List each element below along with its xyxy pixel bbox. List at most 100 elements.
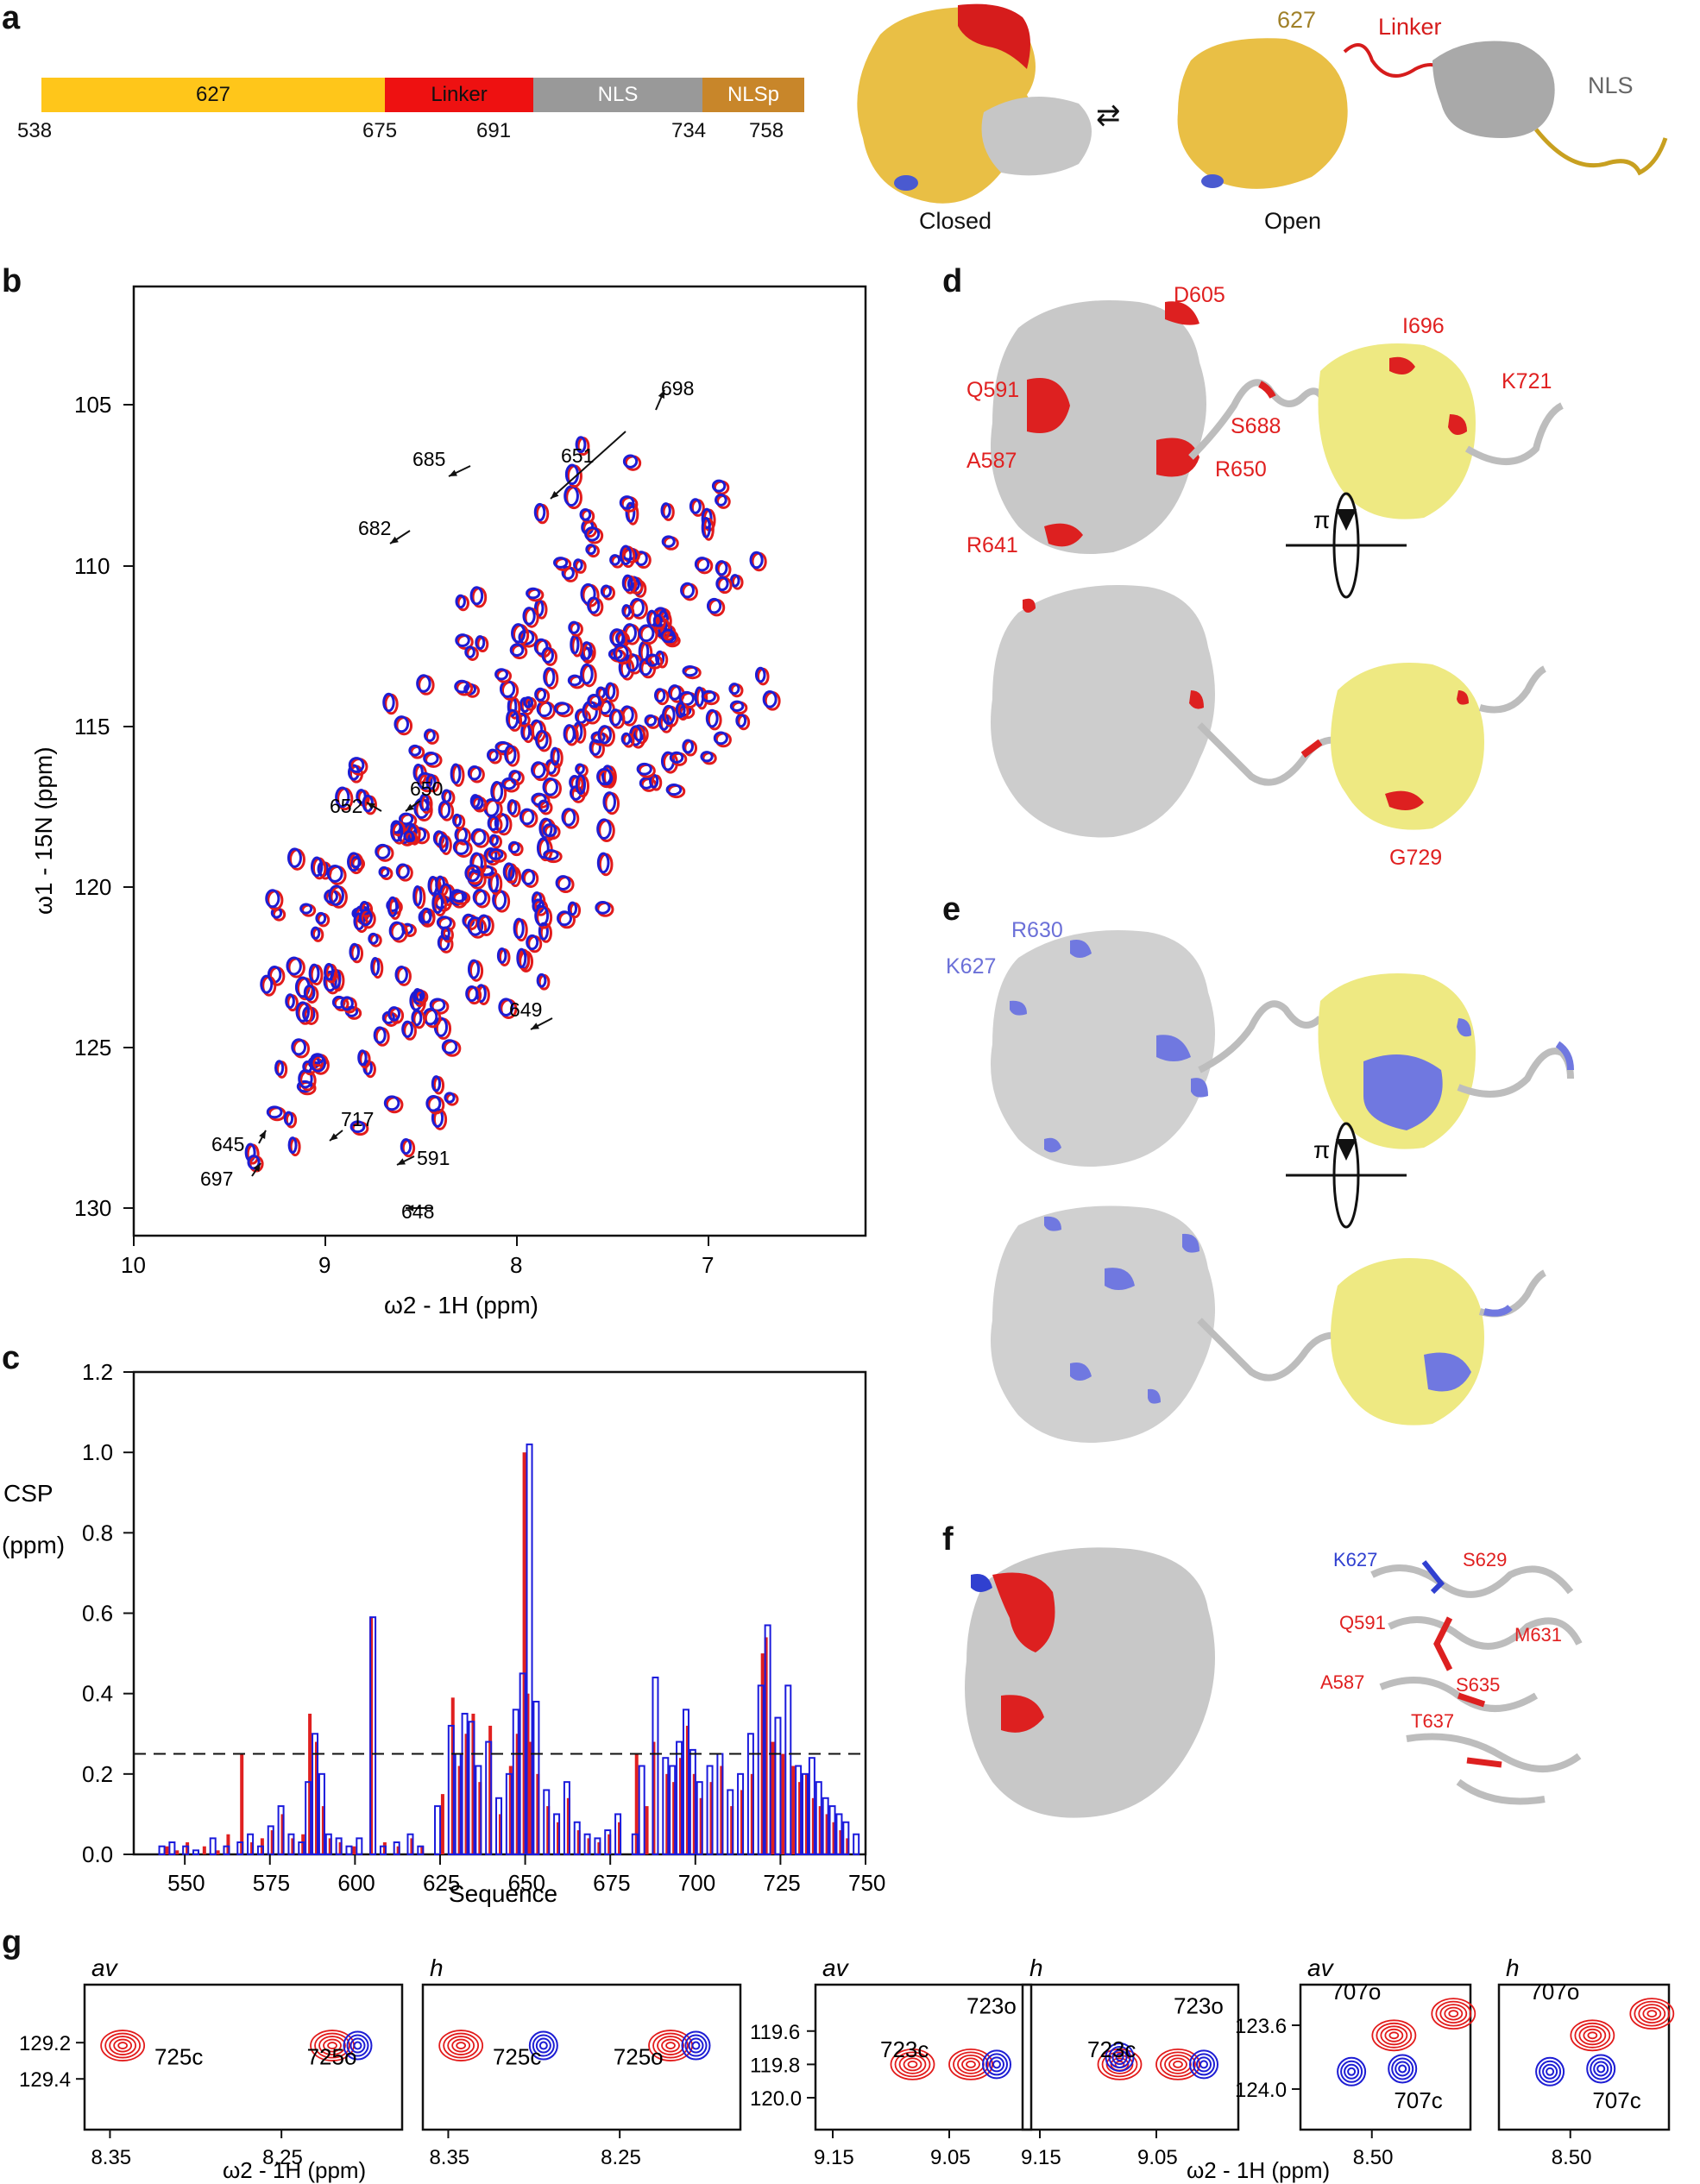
peak-blue [454, 679, 470, 694]
peak-blue [575, 774, 587, 796]
csp-bar-red-711 [730, 1806, 734, 1854]
csp-bar-red-551 [186, 1842, 190, 1854]
shift-arrow-head [531, 1023, 539, 1029]
peak-blue [423, 728, 436, 742]
g-contour-red [961, 2057, 980, 2072]
csp-x-tick-label: 725 [763, 1870, 800, 1896]
boundary-734: 734 [671, 119, 707, 142]
spectrum-xlabel: ω2 - 1H (ppm) [384, 1292, 538, 1319]
csp-bar-red-646 [508, 1765, 513, 1854]
peak-blue [596, 767, 613, 786]
y-tick-110: 110 [74, 553, 110, 579]
peak-blue [608, 708, 622, 727]
csp-bar-red-635 [471, 1713, 475, 1854]
peak-blue [619, 495, 635, 510]
csp-bar-red-570 [250, 1842, 255, 1854]
g-contour-red [1634, 2000, 1671, 2027]
x-ticks: 10 9 8 7 [121, 1236, 714, 1278]
f-label-S629: S629 [1463, 1549, 1507, 1570]
csp-bar-red-745 [846, 1838, 850, 1854]
peak-blue [444, 1092, 456, 1104]
peak-blue [349, 1120, 366, 1134]
d-top-nls-surface [1318, 343, 1476, 519]
csp-bar-red-567 [240, 1753, 244, 1854]
y-ticks: 105 110 115 120 125 130 [74, 392, 134, 1221]
peak-blue [567, 901, 578, 916]
g-x-tick-label: 8.35 [91, 2146, 131, 2169]
g-contour-red [1101, 2051, 1138, 2078]
peak-blue [324, 962, 335, 981]
g-subpanels: av 725c 725o 8.35 8.25 129.2 129.4 h 725c 725o 8.3… [19, 1954, 1675, 2169]
f-residue-labels: K627 S629 Q591 M631 A587 S635 T637 [1320, 1549, 1562, 1732]
g-contour-red [100, 2030, 146, 2061]
g-contour-blue [1337, 2056, 1367, 2086]
peak-blue [568, 620, 580, 634]
peak-blue [597, 725, 612, 745]
peak-blue [728, 683, 740, 695]
panel-label-b: b [2, 263, 22, 299]
peak-blue [390, 821, 404, 842]
peak-blue [310, 1054, 326, 1073]
ann-651: 651 [561, 444, 594, 467]
g-peak-label-3-0: 723c [1087, 2036, 1136, 2062]
peak-blue [520, 722, 532, 741]
peak-blue [605, 682, 616, 700]
csp-bar-blue-727 [784, 1684, 792, 1855]
g-contour-blue [1586, 2054, 1616, 2084]
csp-bar-blue-586 [305, 1781, 312, 1855]
structure-f: K627 S629 Q591 M631 A587 S635 T637 [965, 1547, 1583, 1818]
peak-blue [265, 889, 280, 909]
e-label-K627: K627 [946, 954, 996, 979]
csp-bar-blue-590 [318, 1772, 325, 1856]
g-contour-red [1574, 2022, 1611, 2049]
csp-bar-blue-688 [652, 1677, 659, 1855]
ann-650: 650 [410, 777, 443, 800]
g-contour-blue [688, 2037, 704, 2054]
peak-blue [561, 808, 576, 827]
d-top-627-surface [991, 300, 1206, 554]
g-peak-label-4-0: 707o [1331, 1979, 1381, 2005]
peak-blue [521, 868, 536, 886]
csp-bar-red-739 [825, 1814, 829, 1854]
peak-blue [613, 644, 629, 663]
peak-blue [291, 1038, 306, 1056]
csp-bar-blue-584 [298, 1841, 305, 1856]
peak-blue [287, 1136, 298, 1155]
peak-blue [488, 834, 499, 847]
peak-blue [587, 693, 601, 708]
shift-arrow-head [253, 1163, 261, 1172]
peak-blue [486, 748, 499, 762]
spectrum-peaks [244, 436, 781, 1173]
csp-bar-red-683 [634, 1753, 639, 1854]
g-contour-red [903, 2057, 922, 2072]
g-contour-blue [1347, 2067, 1357, 2076]
csp-bar-blue-701 [696, 1781, 703, 1855]
csp-bar-red-672 [597, 1842, 601, 1854]
g-contour-blue [532, 2034, 555, 2057]
peak-blue [441, 1039, 458, 1054]
peak-blue [715, 576, 729, 592]
peak-blue [310, 926, 321, 940]
csp-bar-blue-695 [676, 1740, 683, 1856]
g-contour-blue [1111, 2049, 1128, 2065]
boundary-675: 675 [362, 119, 398, 142]
d-label-I696: I696 [1402, 314, 1445, 338]
csp-bar-blue-601 [356, 1837, 363, 1855]
csp-bar-blue-595 [335, 1837, 343, 1855]
g-y-tick-label: 119.6 [750, 2021, 800, 2044]
csp-bar-red-735 [811, 1797, 815, 1854]
g-contour-blue [353, 2041, 362, 2050]
csp-bar-red-589 [314, 1741, 318, 1854]
g-contour-red [966, 2060, 976, 2068]
g-contour-blue [1115, 2053, 1124, 2061]
peak-blue [653, 688, 666, 703]
g-contour-blue [1189, 2049, 1218, 2080]
csp-bar-blue-558 [209, 1837, 217, 1855]
peak-blue [387, 1006, 401, 1022]
g-x-tick-label: 9.05 [930, 2146, 971, 2169]
d-label-S688: S688 [1231, 414, 1281, 438]
peak-blue [283, 1111, 294, 1126]
boundary-758: 758 [749, 119, 784, 142]
peak-blue [729, 700, 745, 712]
peak-blue [620, 732, 632, 746]
